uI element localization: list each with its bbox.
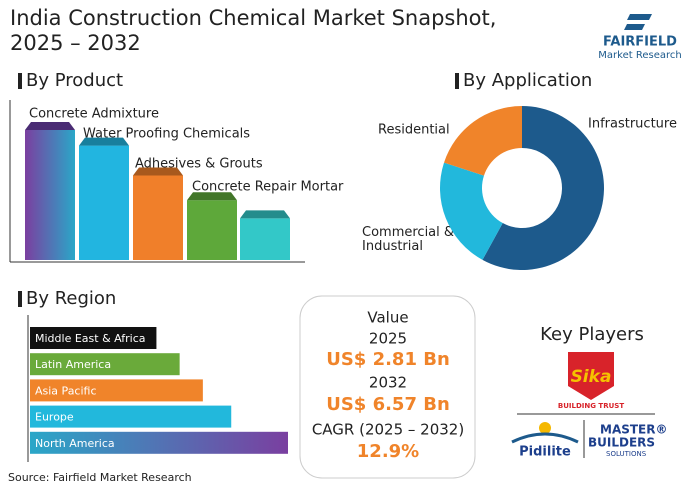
snapshot-year: 2032 xyxy=(369,374,407,392)
category-label: Concrete Repair Mortar xyxy=(192,180,344,195)
bar-cap xyxy=(25,122,75,130)
company: Sika xyxy=(571,367,612,387)
heading-bar xyxy=(18,73,22,89)
snapshot-cagr-label: CAGR (2025 – 2032) xyxy=(312,421,464,439)
bar-cap xyxy=(79,137,129,146)
bar xyxy=(30,379,203,402)
bar-cap xyxy=(240,210,290,219)
heading-bar xyxy=(455,73,459,89)
snapshot-box xyxy=(299,295,476,479)
bar xyxy=(240,218,290,260)
snapshot-year: 2025 xyxy=(369,330,407,348)
bar xyxy=(187,200,237,260)
key-players-title: Key Players xyxy=(540,324,644,345)
logo-tagline: Market Research xyxy=(598,50,681,61)
company: MASTER® xyxy=(600,423,668,437)
snapshot-value: US$ 6.57 Bn xyxy=(326,394,450,415)
master-builders-logo: MASTER® BUILDERS SOLUTIONS xyxy=(588,423,668,459)
bar xyxy=(30,353,180,376)
category-label: Residential xyxy=(378,123,450,138)
bar xyxy=(30,431,288,454)
source: Source: Fairfield Market Research xyxy=(8,471,192,484)
section-title: By Product xyxy=(26,70,123,91)
donut-segment xyxy=(439,162,503,260)
logo-name: FAIRFIELD xyxy=(603,35,677,50)
pidilite-logo: Pidilite xyxy=(511,422,579,460)
bar xyxy=(25,130,75,260)
company-tagline: BUILDING TRUST xyxy=(558,402,624,410)
category-label: Latin America xyxy=(35,358,111,371)
snapshot-value: US$ 2.81 Bn xyxy=(326,349,450,370)
label-box: Commercial & Industrial xyxy=(362,226,455,254)
category-label: Concrete Admixture xyxy=(29,107,159,122)
bar xyxy=(133,175,183,260)
heading-bar xyxy=(18,291,22,307)
bar xyxy=(30,327,157,349)
sika-logo: Sika BUILDING TRUST xyxy=(558,352,624,410)
category-label: Adhesives & Grouts xyxy=(135,157,263,172)
company: Pidilite xyxy=(519,445,571,460)
category-label: Commercial & Industrial xyxy=(362,226,455,254)
section-title: By Region xyxy=(26,288,116,309)
category-label: North America xyxy=(35,437,115,450)
category-label: Europe xyxy=(35,411,74,424)
category-label: Middle East & Africa xyxy=(35,332,146,345)
company-tagline: SOLUTIONS xyxy=(606,450,647,458)
page-title: India Construction Chemical Market Snaps… xyxy=(10,6,497,55)
logo: FAIRFIELD Market Research xyxy=(598,14,682,61)
donut-segment xyxy=(482,106,604,270)
category-label: Water Proofing Chemicals xyxy=(83,127,250,142)
section-title: By Application xyxy=(463,70,592,91)
company: BUILDERS xyxy=(588,436,655,450)
bar xyxy=(30,405,232,428)
category-label: Infrastructure xyxy=(588,117,677,132)
category-label: Asia Pacific xyxy=(35,384,97,397)
snapshot-cagr: 12.9% xyxy=(357,441,419,462)
bar xyxy=(79,145,129,260)
snapshot-label: Value xyxy=(367,309,408,327)
donut-segment xyxy=(444,106,522,176)
bar-cap xyxy=(133,167,183,176)
bar-cap xyxy=(187,192,237,201)
